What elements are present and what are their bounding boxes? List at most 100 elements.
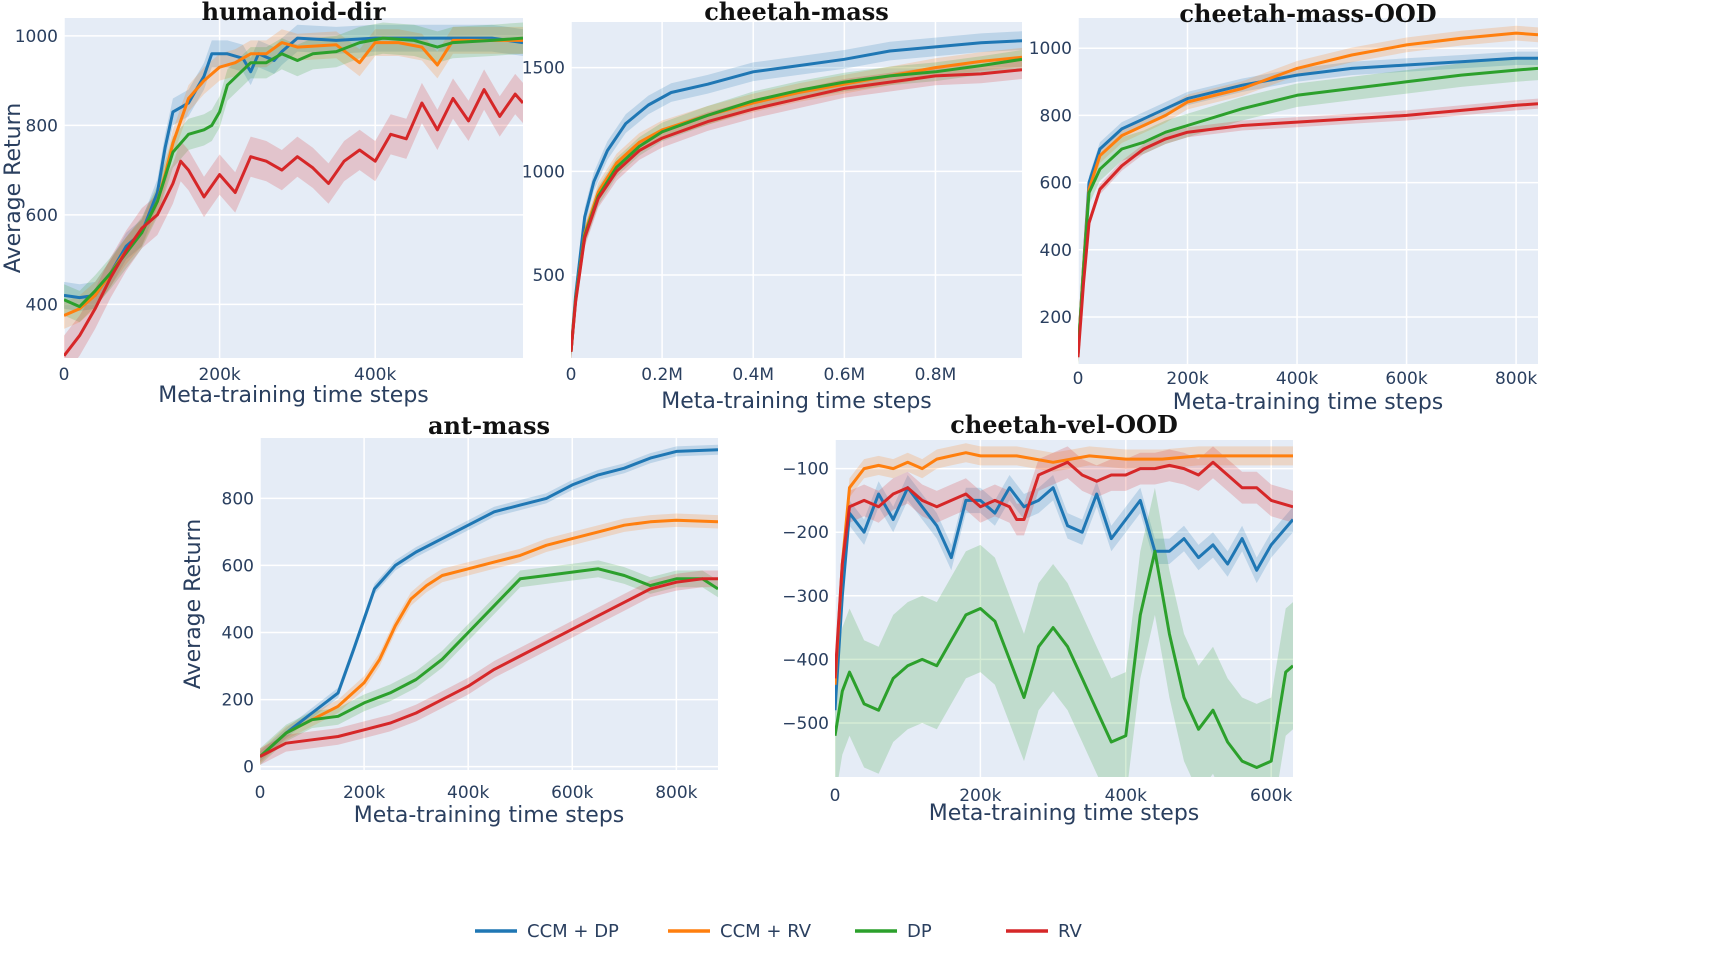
legend: CCM + DP CCM + RV DP RV [475, 921, 1083, 942]
y-tick-label: 400 [26, 295, 58, 315]
band-rv [571, 60, 1022, 358]
y-tick-label: 800 [222, 489, 254, 509]
chart-panel-cheetah-mass-ood: 0 200k 400k 600k 800k 200 400 600 800 1000 cheetah… [1029, 0, 1538, 415]
plot-series [571, 31, 1022, 358]
series-line-rv [260, 577, 718, 758]
y-tick-label: 1000 [522, 162, 565, 182]
y-tick-label: 0 [243, 758, 254, 778]
plot-series [64, 22, 523, 358]
series-line-dp [260, 567, 718, 758]
plot-series [835, 443, 1293, 777]
x-tick-label: 200k [1166, 369, 1208, 389]
series-line-ccm-dp [1078, 56, 1538, 354]
series-line-rv [1078, 102, 1538, 358]
legend-item-ccm-dp: CCM + DP [475, 921, 619, 942]
x-axis-title: Meta-training time steps [158, 383, 429, 408]
y-axis-title: Average Return [1, 103, 26, 273]
series-line-dp [835, 549, 1293, 769]
chart-panel-ant-mass: 0 200k 400k 600k 800k 0 200 400 600 800 ant-mass Me… [181, 411, 718, 828]
y-tick-label: 400 [222, 624, 254, 644]
y-tick-label: 600 [1040, 174, 1072, 194]
chart-panel-cheetah-mass: 0 0.2M 0.4M 0.6M 0.8M 500 1000 1500 cheetah-mass… [522, 0, 1022, 414]
x-tick-label: 0.8M [915, 365, 957, 385]
x-axis-title: Meta-training time steps [929, 801, 1200, 826]
band-dp [64, 22, 523, 323]
band-dp [835, 487, 1293, 777]
x-tick-label: 200k [198, 365, 240, 385]
x-tick-label: 400k [447, 783, 489, 803]
x-tick-label: 600k [1250, 786, 1292, 806]
series-line-dp [1078, 66, 1538, 354]
x-tick-label: 0.4M [732, 365, 774, 385]
band-ccm-dp [835, 475, 1293, 723]
plot-series [260, 444, 718, 765]
x-tick-label: 0 [1073, 369, 1084, 389]
x-tick-label: 0 [59, 365, 70, 385]
x-tick-label: 800k [1495, 369, 1537, 389]
band-dp [1078, 56, 1538, 364]
x-tick-label: 0 [566, 365, 577, 385]
y-axis-title: Average Return [181, 519, 206, 689]
chart-title: ant-mass [428, 411, 550, 440]
plot-background [260, 438, 718, 770]
chart-title: cheetah-mass-OOD [1179, 0, 1436, 28]
band-dp [571, 50, 1022, 358]
y-tick-label: −200 [782, 523, 829, 543]
x-tick-label: 800k [655, 783, 697, 803]
x-tick-label: 400k [354, 365, 396, 385]
plot-series [1078, 25, 1538, 364]
x-axis-title: Meta-training time steps [661, 389, 932, 414]
series-line-ccm-rv [1078, 31, 1538, 354]
series-line-ccm-dp [260, 448, 718, 758]
series-line-rv [64, 88, 523, 357]
x-axis-title: Meta-training time steps [1173, 390, 1444, 415]
legend-item-ccm-rv: CCM + RV [668, 921, 812, 942]
plot-background [571, 22, 1022, 358]
band-ccm-dp [64, 24, 523, 311]
x-tick-label: 600k [551, 783, 593, 803]
x-tick-label: 200k [959, 786, 1001, 806]
y-tick-label: 400 [1040, 241, 1072, 261]
chart-panel-cheetah-vel-ood: 0 200k 400k 600k −500 −400 −300 −200 −100 cheetah… [782, 410, 1293, 826]
chart-panel-humanoid-dir: 0 200k 400k 400 600 800 1000 humanoid-dir Meta-t… [1, 0, 523, 408]
y-tick-label: −500 [782, 714, 829, 734]
chart-title: cheetah-vel-OOD [950, 410, 1178, 439]
x-tick-label: 0.2M [641, 365, 683, 385]
series-line-rv [835, 460, 1293, 679]
legend-item-rv: RV [1006, 921, 1083, 942]
legend-label: CCM + DP [527, 921, 619, 942]
legend-label: RV [1058, 921, 1083, 942]
band-rv [260, 570, 718, 765]
y-tick-label: −100 [782, 460, 829, 480]
legend-label: CCM + RV [720, 921, 812, 942]
x-tick-label: 0.6M [823, 365, 865, 385]
band-ccm-rv [835, 443, 1293, 695]
x-tick-label: 400k [1105, 786, 1147, 806]
series-line-ccm-rv [260, 518, 718, 758]
legend-item-dp: DP [855, 921, 932, 942]
x-tick-label: 400k [1276, 369, 1318, 389]
series-line-dp [64, 36, 523, 309]
series-line-ccm-dp [571, 39, 1022, 352]
y-tick-label: 200 [1040, 308, 1072, 328]
x-tick-label: 200k [343, 783, 385, 803]
y-tick-label: 1000 [15, 27, 58, 47]
series-line-rv [571, 68, 1022, 352]
x-axis-title: Meta-training time steps [354, 803, 625, 828]
x-tick-label: 0 [255, 783, 266, 803]
y-tick-label: 600 [26, 206, 58, 226]
y-tick-label: −300 [782, 587, 829, 607]
y-tick-label: 800 [26, 116, 58, 136]
x-tick-label: 600k [1385, 369, 1427, 389]
plot-background [64, 18, 523, 358]
y-tick-label: 1500 [522, 59, 565, 79]
series-line-ccm-dp [835, 486, 1293, 711]
y-tick-label: −400 [782, 650, 829, 670]
chart-title: humanoid-dir [202, 0, 386, 26]
chart-title: cheetah-mass [704, 0, 889, 26]
band-rv [835, 446, 1293, 695]
y-tick-label: 800 [1040, 106, 1072, 126]
y-tick-label: 200 [222, 691, 254, 711]
y-tick-label: 1000 [1029, 39, 1072, 59]
